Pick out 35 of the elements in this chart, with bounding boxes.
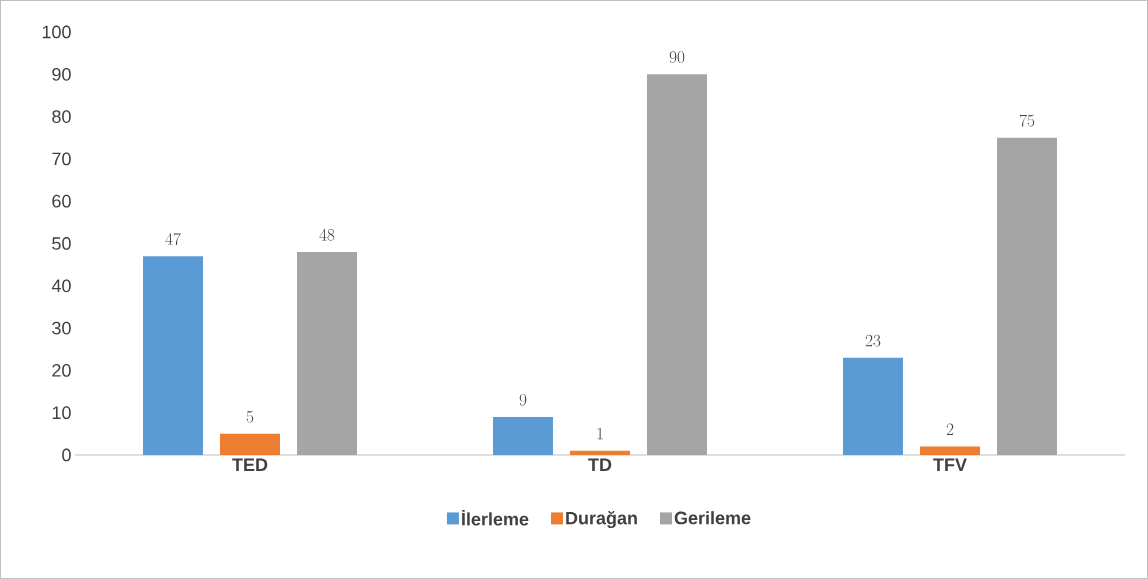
- data-label: 5: [246, 410, 254, 423]
- data-label: 75: [1019, 114, 1035, 127]
- x-tick-label: TED: [232, 458, 268, 471]
- y-tick-label: 90: [52, 67, 71, 81]
- bar: [492, 416, 553, 455]
- bar: [919, 446, 980, 455]
- bar: [220, 433, 280, 455]
- bar: [996, 137, 1057, 455]
- bar: [569, 450, 630, 455]
- bar: [143, 256, 203, 455]
- data-label: 23: [865, 334, 881, 347]
- y-tick-label: 40: [51, 279, 71, 293]
- data-label: 9: [519, 393, 527, 406]
- data-label: 48: [319, 228, 335, 241]
- bar: [297, 251, 357, 455]
- y-tick-label: 20: [52, 364, 71, 377]
- data-label: 2: [946, 423, 954, 436]
- legend-label: Gerileme: [674, 511, 751, 525]
- data-label: 1: [597, 427, 603, 440]
- y-tick-label: 0: [62, 448, 71, 462]
- data-label: 47: [165, 232, 181, 245]
- data-label: 90: [669, 51, 685, 64]
- y-tick-label: 100: [42, 25, 71, 39]
- x-tick-label: TFV: [933, 458, 967, 471]
- y-tick-label: 60: [52, 194, 71, 208]
- y-tick-label: 80: [52, 110, 71, 123]
- y-tick-label: 30: [52, 321, 71, 335]
- bar: [647, 74, 707, 455]
- x-tick-label: TD: [588, 458, 612, 471]
- y-tick-label: 70: [52, 152, 71, 166]
- y-tick-label: 10: [52, 406, 71, 420]
- bar: [842, 357, 903, 455]
- legend-label: İlerleme: [462, 509, 529, 526]
- y-tick-label: 50: [52, 237, 71, 250]
- legend-label: Durağan: [566, 511, 637, 529]
